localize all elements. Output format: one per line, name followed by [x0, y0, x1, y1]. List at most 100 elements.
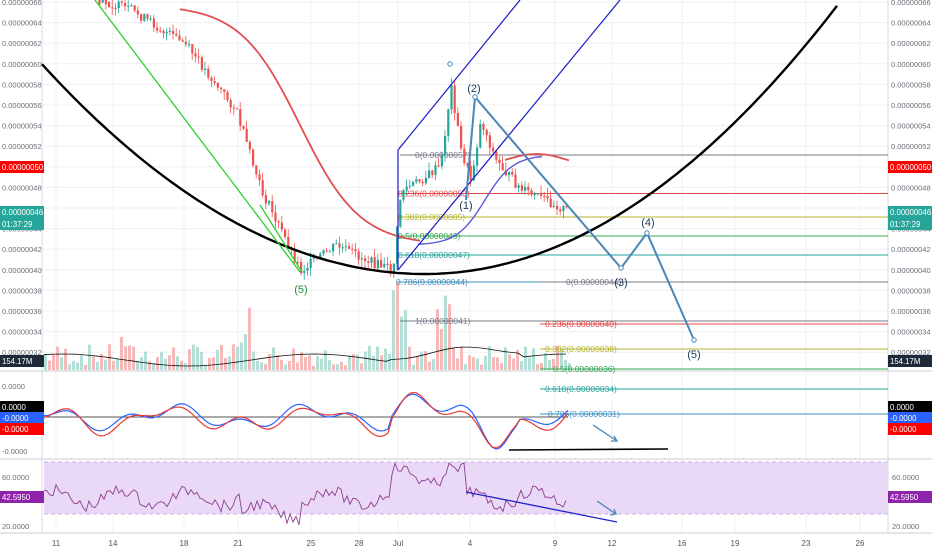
volume-bar — [252, 351, 255, 370]
candle-body — [149, 18, 152, 20]
volume-bar — [64, 348, 67, 370]
volume-bar — [164, 358, 167, 370]
candle-body — [184, 41, 187, 45]
volume-bar — [396, 281, 399, 370]
candle-body — [239, 109, 242, 126]
moving-average-line — [504, 153, 570, 162]
price-marked-left: 0.00000050 — [2, 163, 44, 172]
volume-bar — [556, 345, 559, 370]
candle-body — [248, 141, 251, 150]
macd-badge-left: -0.0000 — [2, 414, 29, 423]
y-tick-label-left: 0.00000064 — [2, 19, 42, 28]
rsi-divergence-line — [465, 491, 618, 523]
y-tick-label-left: 0.00000056 — [2, 101, 42, 110]
rsi-arrow-head — [609, 508, 617, 516]
candle-body — [127, 5, 130, 7]
price-marked-left-bg — [0, 161, 44, 173]
x-tick-label: 23 — [802, 539, 811, 548]
candle-body — [242, 125, 245, 129]
candle-body — [245, 128, 248, 142]
candle-body — [213, 80, 216, 83]
volume-bar — [448, 304, 451, 370]
candle-body — [303, 270, 306, 274]
volume-bar — [52, 354, 55, 370]
price-current-right: 0.00000046 — [890, 208, 931, 217]
volume-bar — [528, 357, 531, 370]
candle-body — [354, 249, 357, 252]
y-tick-label-right: 0.00000040 — [891, 266, 931, 275]
candle-body — [380, 260, 383, 268]
candle-body — [284, 229, 287, 237]
y-tick-label-right: 0.00000048 — [891, 183, 931, 192]
volume-bar — [308, 355, 311, 370]
candle-body — [351, 248, 354, 250]
y-tick-label-right: 0.00000036 — [891, 307, 931, 316]
y-tick-label-right: 0.00000042 — [891, 245, 931, 254]
volume-bar — [512, 358, 515, 370]
y-tick-label-left: 0.00000052 — [2, 142, 42, 151]
candle-body — [252, 149, 255, 166]
candle-body — [124, 3, 127, 7]
candle-body — [482, 123, 485, 130]
candle-body — [229, 100, 232, 108]
x-tick-label: 28 — [355, 539, 364, 548]
y-tick-label-right: 0.00000066 — [891, 0, 931, 7]
volume-average-line — [43, 346, 567, 367]
candle-body — [562, 205, 565, 212]
candle-body — [428, 170, 431, 178]
candle-body — [108, 2, 111, 8]
volume-bar — [388, 354, 391, 370]
price-marked-right-bg — [888, 161, 932, 173]
volume-bar — [468, 355, 471, 370]
wave-point — [618, 265, 624, 271]
volume-bar — [232, 344, 235, 370]
channel-line — [397, 0, 521, 151]
candle-body — [501, 163, 504, 171]
volume-bar — [152, 364, 155, 370]
wave-point — [472, 94, 478, 100]
candle-body — [98, 0, 101, 5]
wave-label: (5) — [294, 284, 307, 296]
rsi-tick-label-right: 20.0000 — [892, 522, 919, 531]
candle-body — [552, 206, 555, 208]
rsi-badge-left-bg — [0, 491, 44, 503]
candle-body — [434, 165, 437, 175]
volume-badge-right-bg — [888, 355, 932, 367]
x-tick-label: 4 — [468, 539, 473, 548]
candle-body — [495, 151, 498, 160]
candle-body — [216, 82, 219, 88]
volume-bar — [276, 355, 279, 370]
macd-badge-bg — [888, 401, 932, 413]
volume-bar — [288, 360, 291, 370]
volume-bar — [496, 357, 499, 370]
candle-body — [527, 187, 530, 191]
candle-body — [325, 250, 328, 252]
x-tick-label: 11 — [52, 539, 61, 548]
volume-bar — [536, 364, 539, 370]
fib-retracement-label: 0(0.00000057) — [415, 150, 470, 160]
candle-body — [447, 109, 450, 137]
x-tick-label: 25 — [307, 539, 316, 548]
rsi-tick-label-right: 60.0000 — [892, 473, 919, 482]
candle-body — [300, 262, 303, 274]
trend-line — [94, 0, 301, 273]
volume-bar — [196, 347, 199, 370]
candle-body — [399, 199, 402, 227]
volume-bar — [564, 359, 567, 370]
countdown-right: 01:37:29 — [890, 220, 920, 229]
volume-bar — [144, 351, 147, 370]
fib-retracement-label: 0.382(0.0000005) — [398, 212, 465, 222]
candle-body — [440, 155, 443, 167]
candle-body — [175, 33, 178, 36]
candle-body — [536, 193, 539, 195]
candle-body — [101, 0, 104, 3]
candle-body — [178, 35, 181, 41]
candle-body — [559, 209, 562, 212]
candle-body — [319, 253, 322, 258]
candle-body — [335, 243, 338, 245]
candle-body — [277, 221, 280, 223]
volume-bar — [280, 359, 283, 370]
volume-bar — [484, 355, 487, 370]
